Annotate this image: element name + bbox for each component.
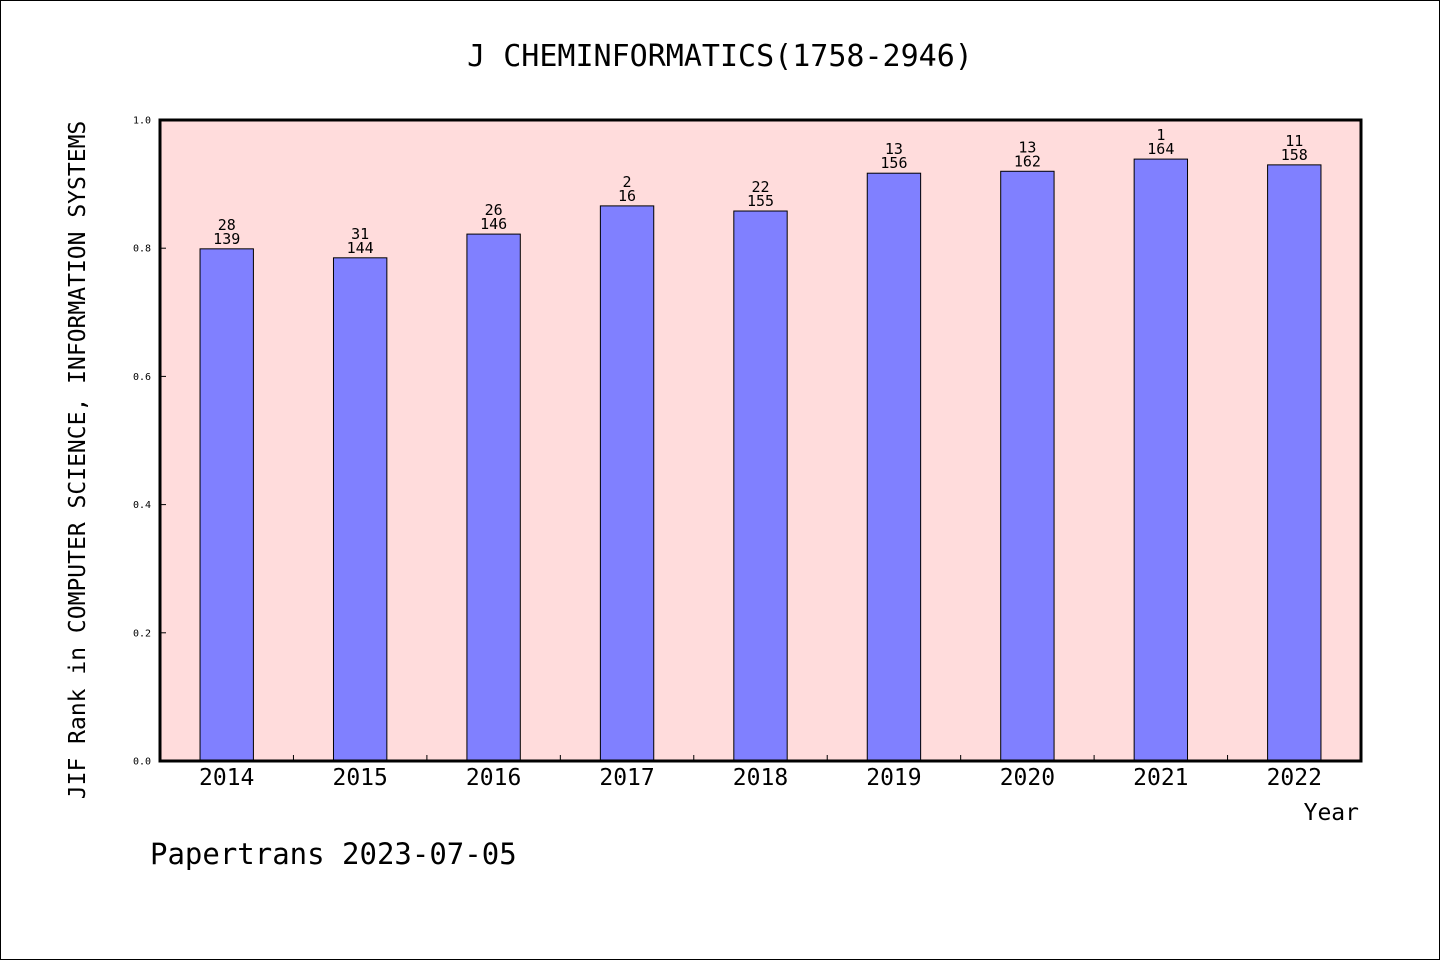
bar-2018 (733, 210, 788, 762)
bar-2020 (1000, 170, 1055, 762)
bar-total-label-2015: 144 (347, 239, 374, 257)
bar-rank-label-2022: 11 (1285, 132, 1303, 150)
x-axis: 2014 2015 2016 2017 2018 2019 2020 2021 2022 (199, 755, 1322, 791)
bar-rank-label-2016: 26 (485, 201, 503, 219)
chart-title: J CHEMINFORMATICS(1758-2946) (467, 39, 973, 74)
y-tick-label-1.0: 1.0 (133, 116, 151, 127)
y-tick-label-0.8: 0.8 (133, 244, 151, 255)
bar-rank-label-2019: 13 (885, 140, 903, 158)
x-tick-label-2020: 2020 (1000, 765, 1055, 791)
bar-2016 (466, 233, 521, 762)
bar-rank-label-2021: 1 (1156, 126, 1165, 144)
x-tick-label-2018: 2018 (733, 765, 788, 791)
bar-total-label-2022: 158 (1281, 146, 1308, 164)
x-tick-label-2021: 2021 (1133, 765, 1188, 791)
bar-total-label-2017: 16 (618, 187, 636, 205)
bar-2022 (1267, 164, 1322, 762)
bar-rank-label-2014: 28 (218, 216, 236, 234)
y-tick-label-0.6: 0.6 (133, 372, 151, 383)
bar-2019 (866, 172, 922, 762)
plot-border (158, 118, 1363, 763)
x-tick-label-2022: 2022 (1267, 765, 1322, 791)
x-tick-label-2019: 2019 (866, 765, 921, 791)
bar-total-label-2014: 139 (213, 230, 240, 248)
bar-2014 (199, 248, 254, 762)
y-axis-label: JIF Rank in COMPUTER SCIENCE, INFORMATIO… (65, 121, 91, 800)
y-tick-label-0.4: 0.4 (133, 500, 151, 511)
bar-2017 (599, 205, 655, 762)
x-tick-label-2017: 2017 (599, 765, 654, 791)
bar-total-label-2018: 155 (747, 192, 774, 210)
x-axis-label: Year (1304, 800, 1359, 826)
bar-total-label-2020: 162 (1014, 152, 1041, 170)
y-tick-label-0.0: 0.0 (133, 757, 151, 768)
x-tick-label-2016: 2016 (466, 765, 521, 791)
bars-group (199, 158, 1322, 762)
bar-rank-label-2017: 2 (623, 173, 632, 191)
bar-rank-label-2020: 13 (1018, 138, 1036, 156)
bar-rank-label-2018: 22 (751, 178, 769, 196)
y-tick-label-0.2: 0.2 (133, 628, 151, 639)
footer-credit: Papertrans 2023-07-05 (150, 837, 517, 871)
x-tick-label-2014: 2014 (199, 765, 254, 791)
bar-total-label-2016: 146 (480, 215, 507, 233)
bar-total-label-2019: 156 (880, 154, 907, 172)
bar-total-label-2021: 164 (1147, 140, 1174, 158)
bar-2021 (1133, 158, 1189, 762)
bar-rank-label-2015: 31 (351, 225, 369, 243)
x-tick-label-2015: 2015 (332, 765, 387, 791)
bar-2015 (332, 257, 388, 762)
